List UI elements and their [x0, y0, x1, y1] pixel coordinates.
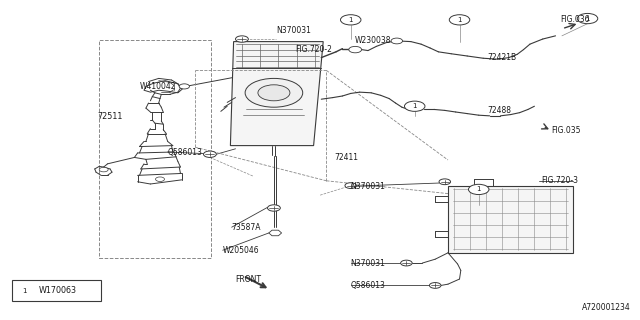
- Text: Q586013: Q586013: [168, 148, 202, 156]
- Circle shape: [156, 177, 164, 181]
- Text: 1: 1: [476, 187, 481, 192]
- Text: 1: 1: [22, 288, 27, 293]
- Circle shape: [349, 46, 362, 53]
- Bar: [12, 280, 101, 301]
- Text: A720001234: A720001234: [582, 303, 630, 312]
- Circle shape: [268, 205, 280, 211]
- Text: 73587A: 73587A: [232, 223, 261, 232]
- Circle shape: [439, 179, 451, 185]
- Text: FRONT: FRONT: [236, 275, 262, 284]
- Circle shape: [14, 285, 35, 296]
- Text: FIG.720-2: FIG.720-2: [296, 45, 333, 54]
- Text: FIG.720-3: FIG.720-3: [541, 176, 578, 185]
- Circle shape: [449, 15, 470, 25]
- Text: 1: 1: [585, 16, 590, 21]
- Text: 72411: 72411: [334, 153, 358, 162]
- Text: FIG.036: FIG.036: [560, 15, 589, 24]
- Circle shape: [236, 36, 248, 42]
- Text: Q586013: Q586013: [351, 281, 385, 290]
- Circle shape: [179, 84, 189, 89]
- Circle shape: [577, 13, 598, 24]
- Text: 1: 1: [348, 17, 353, 23]
- Text: FIG.035: FIG.035: [552, 126, 581, 135]
- Text: W410042: W410042: [140, 82, 176, 91]
- Circle shape: [258, 85, 290, 101]
- Circle shape: [404, 101, 425, 111]
- Circle shape: [345, 183, 356, 188]
- Circle shape: [406, 104, 419, 110]
- Text: W230038: W230038: [355, 36, 392, 45]
- Text: 72421B: 72421B: [488, 53, 517, 62]
- Text: 1: 1: [412, 103, 417, 109]
- Circle shape: [245, 78, 303, 107]
- Circle shape: [99, 167, 108, 172]
- Circle shape: [340, 15, 361, 25]
- Text: N370031: N370031: [351, 182, 385, 191]
- Text: W170063: W170063: [38, 286, 76, 295]
- Circle shape: [204, 151, 216, 157]
- Circle shape: [391, 38, 403, 44]
- Text: 72488: 72488: [488, 106, 512, 115]
- Circle shape: [429, 283, 441, 288]
- Text: 72511: 72511: [97, 112, 123, 121]
- Text: N370031: N370031: [351, 259, 385, 268]
- Text: W205046: W205046: [223, 246, 259, 255]
- Bar: [99, 40, 211, 258]
- Bar: [448, 186, 573, 253]
- Text: N370031: N370031: [276, 26, 311, 35]
- Text: 1: 1: [457, 17, 462, 23]
- Polygon shape: [230, 42, 323, 146]
- Circle shape: [401, 260, 412, 266]
- Polygon shape: [269, 230, 282, 236]
- Circle shape: [468, 184, 489, 195]
